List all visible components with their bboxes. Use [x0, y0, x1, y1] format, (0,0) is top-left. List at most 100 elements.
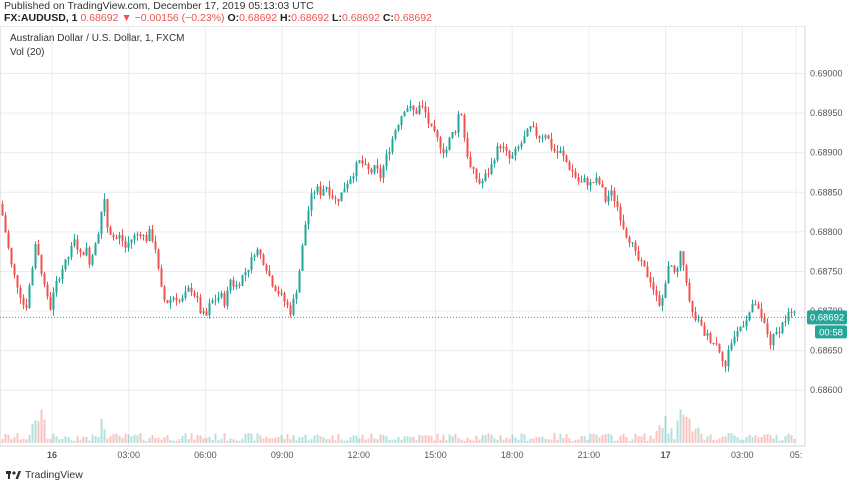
- candle-body: [73, 239, 76, 246]
- candle-body: [94, 243, 97, 256]
- candle-body: [715, 343, 718, 345]
- candle-body: [4, 215, 7, 233]
- candle-body: [358, 160, 361, 163]
- volume-bar: [400, 439, 403, 443]
- volume-bar: [328, 439, 331, 443]
- candle-body: [163, 286, 166, 301]
- volume-bar: [712, 439, 715, 443]
- volume-bar: [136, 435, 139, 443]
- candle-body: [268, 270, 271, 276]
- volume-bar: [337, 434, 340, 443]
- volume-bar: [595, 434, 598, 443]
- volume-bar: [463, 440, 466, 443]
- candle-body: [628, 237, 631, 243]
- close-value: 0.68692: [393, 12, 432, 24]
- volume-bar: [172, 440, 175, 443]
- volume-bar: [295, 440, 298, 443]
- candle-body: [319, 186, 322, 196]
- candle-body: [109, 227, 112, 235]
- time-tick-label: 16: [47, 450, 57, 460]
- candle-body: [43, 273, 46, 285]
- candle-body: [124, 240, 127, 248]
- candle-body: [559, 150, 562, 153]
- candle-body: [313, 192, 316, 194]
- volume-bar: [217, 440, 220, 443]
- volume-bar: [751, 437, 754, 443]
- volume-bar: [787, 433, 790, 443]
- candle-body: [310, 193, 313, 211]
- volume-bar: [106, 438, 109, 443]
- volume-bar: [70, 439, 73, 443]
- candle-body: [34, 244, 37, 269]
- volume-bar: [184, 433, 187, 443]
- volume-bar: [436, 433, 439, 443]
- candle-body: [529, 126, 532, 130]
- price-axis[interactable]: 0.686000.686500.687000.687500.688000.688…: [810, 69, 843, 396]
- candle-body: [265, 265, 268, 271]
- candle-body: [538, 135, 541, 139]
- volume-bar: [526, 440, 529, 443]
- candle-body: [589, 182, 592, 186]
- candle-body: [520, 143, 523, 147]
- candle-body: [760, 308, 763, 318]
- candle-body: [298, 270, 301, 293]
- candle-body: [454, 132, 457, 134]
- candle-body: [52, 292, 55, 310]
- candle-body: [472, 167, 475, 169]
- volume-bar: [160, 439, 163, 443]
- candle-body: [730, 343, 733, 350]
- volume-bar: [25, 439, 28, 443]
- volume-bar: [670, 428, 673, 443]
- candle-body: [13, 264, 16, 276]
- volume-bar: [277, 436, 280, 443]
- volume-bar: [268, 438, 271, 443]
- volume-bar: [478, 439, 481, 443]
- price-chart[interactable]: Australian Dollar / U.S. Dollar, 1, FXCM…: [0, 26, 852, 465]
- candle-body: [31, 268, 34, 286]
- candle-body: [772, 333, 775, 346]
- candle-body: [727, 349, 730, 367]
- candle-body: [682, 251, 685, 266]
- time-tick-label: 18:00: [501, 450, 524, 460]
- volume-bar: [520, 433, 523, 443]
- volume-bar: [373, 438, 376, 443]
- candle-body: [262, 254, 265, 266]
- volume-bar: [292, 435, 295, 443]
- candle-body: [226, 290, 229, 306]
- volume-bar: [262, 438, 265, 443]
- candle-body: [175, 297, 178, 301]
- candle-body: [694, 312, 697, 321]
- volume-bar: [697, 427, 700, 443]
- candle-body: [661, 298, 664, 306]
- time-axis[interactable]: 16 03:00 06:00 09:00 12:00 15:00 18:00 21:00 17 0…: [47, 450, 802, 460]
- volume-bar: [724, 436, 727, 443]
- candle-body: [187, 287, 190, 292]
- volume-bar: [28, 434, 31, 443]
- candle-body: [502, 146, 505, 149]
- volume-bar: [124, 433, 127, 443]
- candle-body: [748, 312, 751, 321]
- candle-body: [25, 305, 28, 308]
- candle-body: [490, 163, 493, 174]
- candle-body: [706, 333, 709, 336]
- candle-body: [475, 168, 478, 179]
- candle-body: [784, 321, 787, 323]
- volume-bar: [502, 439, 505, 443]
- candle-body: [142, 235, 145, 237]
- volume-indicator-label: Vol (20): [10, 47, 44, 58]
- candle-body: [532, 126, 535, 128]
- candle-body: [136, 234, 139, 236]
- volume-bar: [469, 439, 472, 443]
- candle-body: [67, 256, 70, 260]
- high-label: H:: [280, 12, 292, 24]
- candle-body: [790, 311, 793, 313]
- candle-body: [397, 125, 400, 131]
- candle-body: [547, 135, 550, 139]
- candle-body: [208, 303, 211, 316]
- volume-bar: [565, 434, 568, 443]
- candle-body: [646, 266, 649, 278]
- candle-body: [676, 268, 679, 273]
- candle-body: [574, 171, 577, 178]
- candle-body: [133, 235, 136, 240]
- candle-body: [190, 287, 193, 293]
